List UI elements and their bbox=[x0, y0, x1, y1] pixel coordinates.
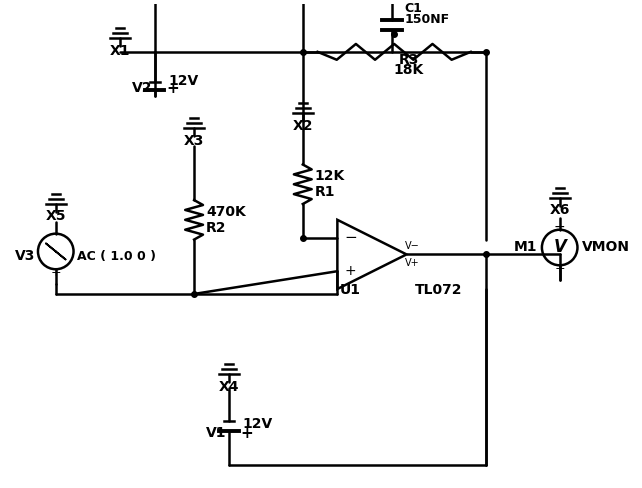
Text: 12V: 12V bbox=[243, 417, 273, 431]
Text: R2: R2 bbox=[206, 221, 227, 235]
Text: TL072: TL072 bbox=[415, 283, 462, 297]
Text: VMON: VMON bbox=[582, 241, 630, 255]
Text: V−: V− bbox=[404, 241, 419, 250]
Text: X4: X4 bbox=[218, 380, 239, 394]
Text: X1: X1 bbox=[110, 44, 130, 58]
Text: C1: C1 bbox=[404, 2, 422, 15]
Text: V+: V+ bbox=[404, 258, 419, 268]
Text: V3: V3 bbox=[15, 249, 35, 264]
Text: M1: M1 bbox=[514, 241, 537, 255]
Text: −: − bbox=[344, 230, 357, 245]
Text: X6: X6 bbox=[550, 203, 570, 217]
Text: R1: R1 bbox=[315, 185, 335, 199]
Text: R3: R3 bbox=[398, 53, 419, 67]
Text: 150NF: 150NF bbox=[404, 13, 449, 26]
Text: +: + bbox=[344, 264, 356, 278]
Text: V1: V1 bbox=[206, 426, 227, 440]
Text: V2: V2 bbox=[132, 81, 153, 96]
Text: +: + bbox=[241, 426, 254, 441]
Text: U1: U1 bbox=[340, 283, 360, 297]
Text: X2: X2 bbox=[293, 119, 313, 133]
Text: +: + bbox=[555, 262, 565, 275]
Text: +: + bbox=[166, 81, 179, 96]
Text: 470K: 470K bbox=[206, 205, 246, 219]
Text: −: − bbox=[554, 220, 566, 234]
Text: 18K: 18K bbox=[394, 62, 424, 77]
Text: +: + bbox=[51, 265, 61, 279]
Text: 12V: 12V bbox=[168, 74, 198, 87]
Text: X5: X5 bbox=[46, 209, 66, 223]
Text: V: V bbox=[553, 239, 566, 257]
Text: X3: X3 bbox=[184, 134, 204, 148]
Text: 12K: 12K bbox=[315, 169, 345, 183]
Text: AC ( 1.0 0 ): AC ( 1.0 0 ) bbox=[76, 250, 155, 263]
